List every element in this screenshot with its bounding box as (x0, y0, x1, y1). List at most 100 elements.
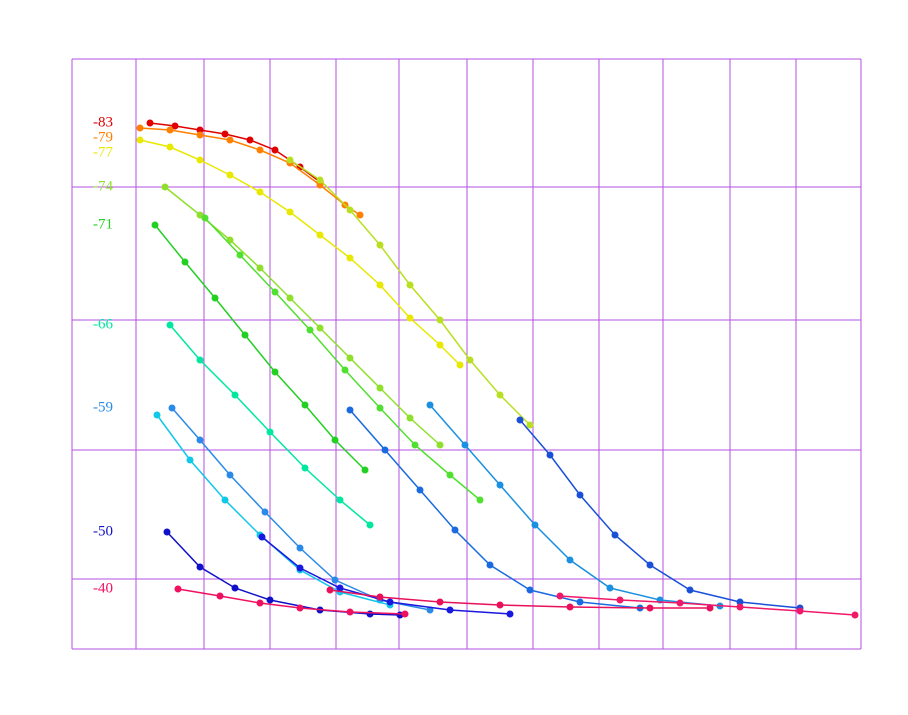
data-point (136, 136, 144, 144)
data-point (381, 446, 389, 454)
data-point (271, 146, 279, 154)
data-point (566, 603, 574, 611)
series-label: -71 (93, 216, 113, 232)
data-point (446, 606, 454, 614)
data-point (346, 406, 354, 414)
data-point (416, 486, 424, 494)
data-point (331, 576, 339, 584)
data-point (186, 456, 194, 464)
data-point (436, 598, 444, 606)
data-point (546, 451, 554, 459)
data-point (526, 421, 534, 429)
data-point (221, 130, 229, 138)
series-label: -66 (93, 316, 113, 332)
series-line (154, 224, 366, 471)
data-point (341, 366, 349, 374)
data-point (261, 508, 269, 516)
data-point (256, 599, 264, 607)
data-point (296, 604, 304, 612)
data-point (316, 181, 324, 189)
data-point (406, 281, 414, 289)
data-point (226, 136, 234, 144)
data-point (366, 610, 374, 618)
data-point (163, 528, 171, 536)
data-point (316, 324, 324, 332)
data-point (426, 401, 434, 409)
data-point (181, 258, 189, 266)
data-point (286, 156, 294, 164)
data-point (531, 521, 539, 529)
data-point (476, 496, 484, 504)
data-point (296, 544, 304, 552)
data-point (376, 281, 384, 289)
data-point (446, 471, 454, 479)
data-point (496, 391, 504, 399)
series-line (156, 414, 391, 606)
data-point (406, 414, 414, 422)
data-point (346, 206, 354, 214)
data-point (486, 561, 494, 569)
data-point (256, 264, 264, 272)
data-point (301, 464, 309, 472)
data-point (306, 326, 314, 334)
data-point (376, 404, 384, 412)
data-point (174, 585, 182, 593)
data-point (436, 316, 444, 324)
data-point (466, 356, 474, 364)
series-line (204, 217, 481, 501)
data-point (376, 593, 384, 601)
data-point (258, 533, 266, 541)
data-point (166, 126, 174, 134)
data-point (436, 341, 444, 349)
data-point (686, 586, 694, 594)
data-point (226, 471, 234, 479)
data-point (266, 428, 274, 436)
data-point (556, 592, 564, 600)
data-point (346, 608, 354, 616)
data-point (231, 391, 239, 399)
series-label: -74 (93, 178, 113, 194)
data-point (256, 146, 264, 154)
data-point (346, 354, 354, 362)
data-point (436, 441, 444, 449)
data-point (616, 596, 624, 604)
data-point (366, 521, 374, 529)
series-line (177, 588, 406, 615)
data-point (296, 564, 304, 572)
data-point (271, 288, 279, 296)
data-point (576, 491, 584, 499)
data-point (221, 496, 229, 504)
data-point (211, 294, 219, 302)
series-line (149, 122, 321, 183)
data-point (461, 441, 469, 449)
data-point (226, 171, 234, 179)
data-point (851, 611, 859, 619)
series-line (139, 139, 461, 366)
series-label: -77 (93, 144, 113, 160)
data-point (166, 321, 174, 329)
data-point (286, 208, 294, 216)
data-point (331, 436, 339, 444)
data-point (611, 531, 619, 539)
series-line (429, 404, 721, 607)
data-point (496, 481, 504, 489)
data-point (736, 603, 744, 611)
data-point (166, 143, 174, 151)
data-point (171, 122, 179, 130)
data-point (196, 563, 204, 571)
data-point (646, 604, 654, 612)
data-point (676, 599, 684, 607)
data-point (301, 401, 309, 409)
data-point (516, 416, 524, 424)
data-point (153, 411, 161, 419)
data-point (336, 584, 344, 592)
series-label: -83 (93, 114, 113, 130)
data-point (606, 584, 614, 592)
data-point (241, 331, 249, 339)
series-label: -40 (93, 580, 113, 596)
data-point (256, 188, 264, 196)
data-point (316, 176, 324, 184)
data-point (136, 124, 144, 132)
data-point (496, 601, 504, 609)
